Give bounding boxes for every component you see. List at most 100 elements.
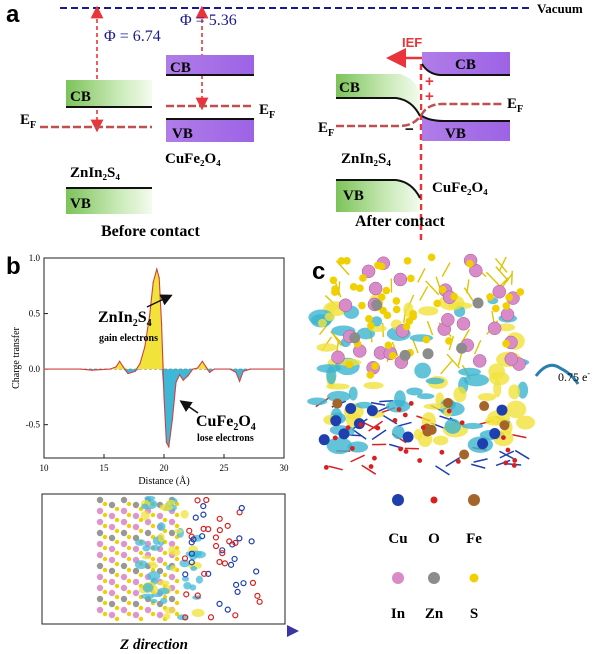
minus-1: − — [405, 121, 414, 138]
s-atom — [329, 276, 338, 285]
data-point — [122, 366, 124, 368]
slab-atom — [96, 595, 104, 603]
slab-bond — [194, 497, 201, 504]
slab-bond — [216, 558, 223, 566]
lattice-bond — [495, 459, 511, 467]
after-ef-left-label: EF — [318, 120, 334, 139]
charge-transfer-chart: 10 15 20 25 30 -0.5 0.0 0.5 1.0 Distance (Å) Cha… — [11, 253, 289, 487]
after-material-left: ZnIn₂S₄ — [341, 151, 391, 167]
s-atom — [466, 259, 474, 268]
slab-atom — [96, 507, 104, 515]
slab-atom — [96, 573, 104, 581]
data-point — [209, 371, 211, 374]
slab-atom — [96, 584, 104, 592]
slab-bond — [200, 511, 207, 518]
slab-bond — [238, 504, 245, 512]
data-point — [91, 369, 93, 371]
charge-blob — [348, 386, 358, 401]
data-point — [249, 368, 251, 370]
charge-blob — [150, 598, 158, 604]
charge-blob — [458, 367, 481, 376]
data-point — [134, 370, 136, 372]
slab-atom — [168, 518, 176, 526]
slab-bond — [186, 527, 193, 534]
slab-bond — [212, 542, 220, 550]
slab-bond — [254, 592, 261, 599]
x-tick-label: 30 — [280, 463, 290, 473]
charge-blob — [149, 544, 161, 551]
charge-blob — [180, 510, 189, 519]
charge-blob — [506, 400, 527, 419]
lattice-bond — [328, 465, 343, 471]
charge-blob — [327, 391, 351, 403]
annot-zis-arrow — [146, 294, 173, 308]
data-point — [158, 277, 160, 279]
slab-atom — [96, 551, 104, 559]
fe-atom — [332, 398, 343, 409]
slab-atom — [96, 540, 104, 548]
charge-blob — [488, 363, 506, 380]
charge-blob — [179, 559, 190, 568]
s-atom — [502, 339, 510, 348]
cu-atom — [496, 404, 508, 416]
lattice-bond — [412, 338, 419, 354]
lattice-bond — [368, 420, 383, 432]
slab-atom — [132, 512, 140, 520]
s-atom — [502, 302, 511, 310]
slab-atom — [156, 512, 164, 520]
cu-atom — [330, 415, 342, 427]
s-atom — [358, 301, 366, 310]
phi-right-label: Φ = 5.36 — [180, 12, 237, 29]
lattice-bond — [499, 450, 515, 459]
lattice-bond — [498, 256, 507, 272]
data-point — [201, 360, 203, 362]
legend-swatch-in — [392, 572, 404, 584]
charge-blob — [425, 377, 445, 385]
slab-bond — [201, 570, 208, 577]
cu-atom — [338, 428, 350, 440]
y-tick-label: 1.0 — [29, 253, 41, 263]
s-atom — [371, 362, 379, 370]
before-vb-left — [66, 189, 152, 214]
slab-atom — [168, 529, 176, 537]
in-atom — [472, 354, 487, 368]
slab-atom — [96, 562, 104, 570]
slab-atom — [120, 584, 128, 592]
lattice-bond — [350, 454, 365, 463]
charge-blob — [181, 576, 190, 582]
data-point — [229, 368, 231, 370]
slab-atom — [174, 589, 180, 595]
slab-atom — [108, 611, 116, 619]
charge-blob — [157, 580, 170, 586]
o-atom — [403, 449, 409, 454]
charge-blob — [453, 386, 467, 403]
data-point — [192, 368, 194, 370]
s-atom — [492, 304, 500, 313]
data-point — [175, 381, 177, 384]
slab-bond — [219, 550, 226, 557]
in-atom — [331, 350, 345, 365]
data-point — [235, 371, 237, 374]
charge-blob — [135, 539, 146, 546]
charge-blob — [160, 597, 168, 604]
s-atom — [343, 257, 351, 265]
slab-atom — [114, 561, 120, 567]
slab-atom — [126, 523, 132, 529]
o-atom — [459, 420, 465, 426]
slab-atom — [162, 572, 168, 578]
charge-blob — [462, 422, 484, 429]
data-point — [139, 362, 141, 365]
lattice-bond — [457, 351, 463, 366]
legend-swatch-cu — [392, 494, 404, 506]
slab-atom — [96, 606, 104, 614]
s-atom — [438, 285, 447, 294]
o-atom — [398, 446, 404, 452]
charge-blob — [413, 428, 423, 440]
before-ef-right-label: EF — [259, 102, 275, 121]
data-point — [43, 368, 45, 370]
s-atom — [422, 335, 431, 344]
legend-swatch-fe — [468, 494, 480, 506]
data-point — [239, 380, 241, 382]
lattice-bond — [426, 320, 434, 336]
data-point — [144, 346, 146, 348]
